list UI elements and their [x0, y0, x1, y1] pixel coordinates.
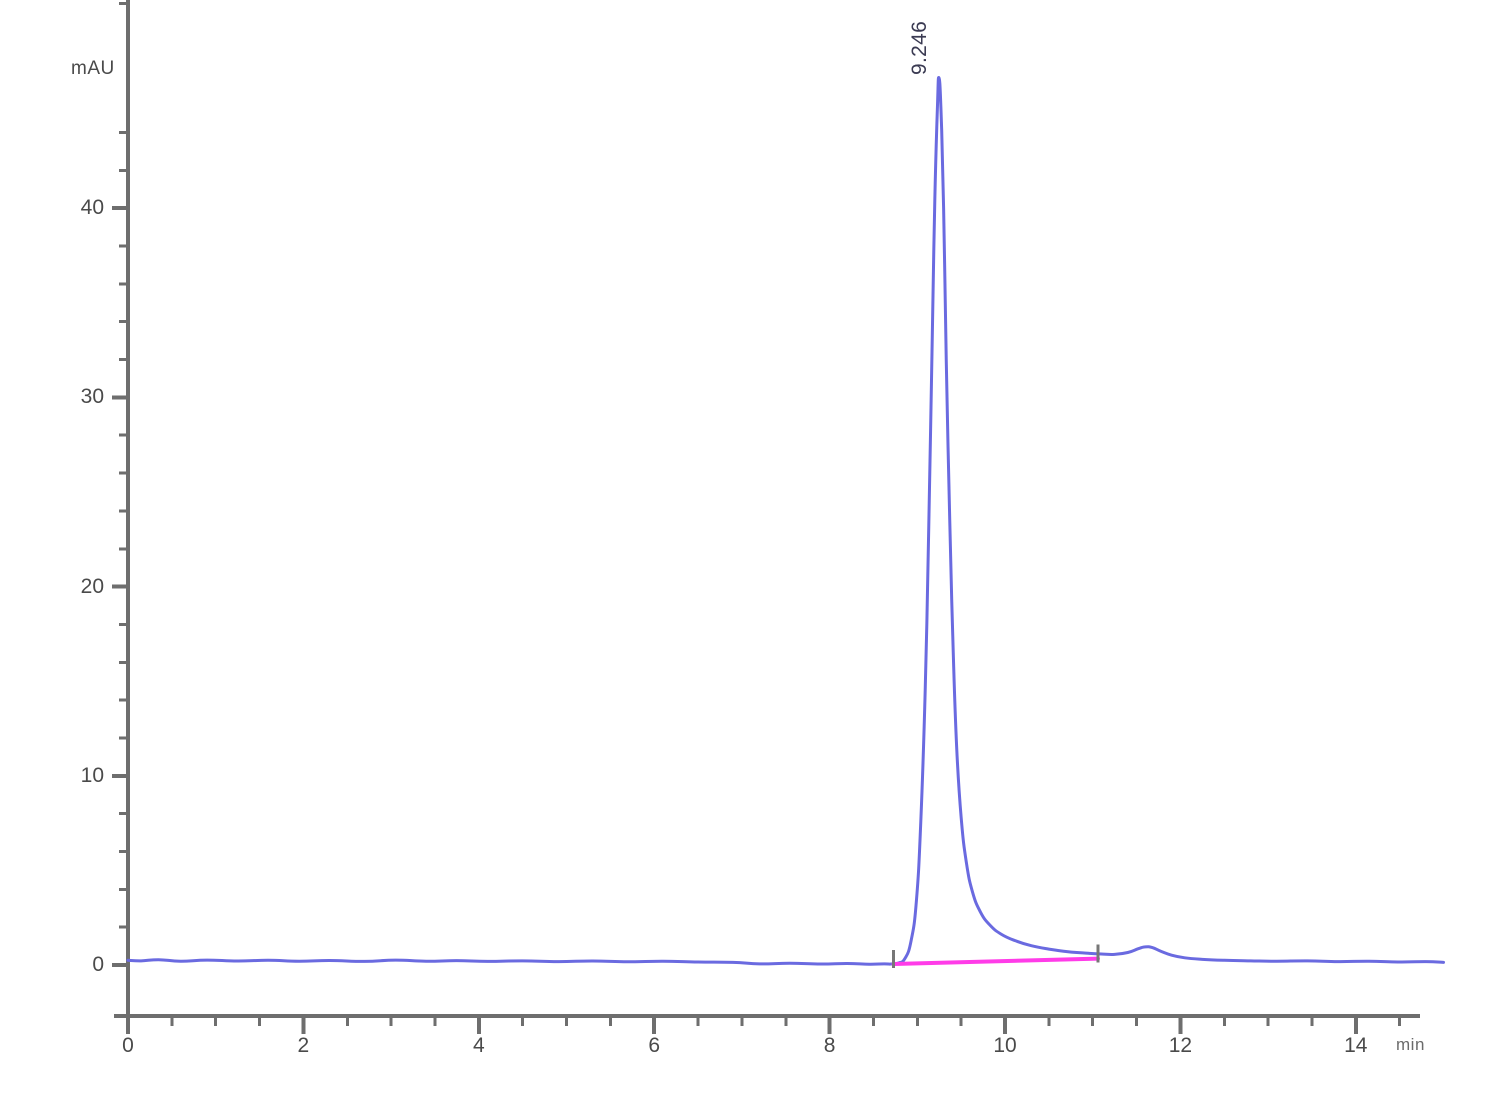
y-axis-unit-label: mAU: [71, 58, 115, 79]
y-tick-label: 40: [80, 196, 104, 220]
y-tick-label: 30: [80, 385, 104, 409]
x-tick-label: 2: [297, 1034, 310, 1057]
integration-markers-group: [892, 944, 1100, 969]
axes-group: [112, 0, 1420, 1034]
series-group: [126, 76, 1445, 967]
x-tick-label: 4: [472, 1034, 485, 1057]
y-tick-label: 10: [80, 763, 104, 787]
peak-retention-time-label: 9.246: [907, 20, 931, 75]
detector-trace: [126, 76, 1445, 966]
x-tick-label: 12: [1168, 1034, 1193, 1057]
x-tick-label: 6: [648, 1034, 661, 1057]
x-tick-label: 8: [823, 1034, 836, 1057]
x-tick-label: 14: [1344, 1034, 1368, 1057]
integration-baseline: [891, 956, 1100, 967]
y-tick-label: 20: [80, 574, 104, 598]
x-tick-label: 0: [122, 1034, 134, 1057]
y-tick-label: 0: [92, 953, 104, 976]
x-axis-unit-label: min: [1396, 1035, 1425, 1054]
x-tick-label: 10: [993, 1034, 1017, 1057]
